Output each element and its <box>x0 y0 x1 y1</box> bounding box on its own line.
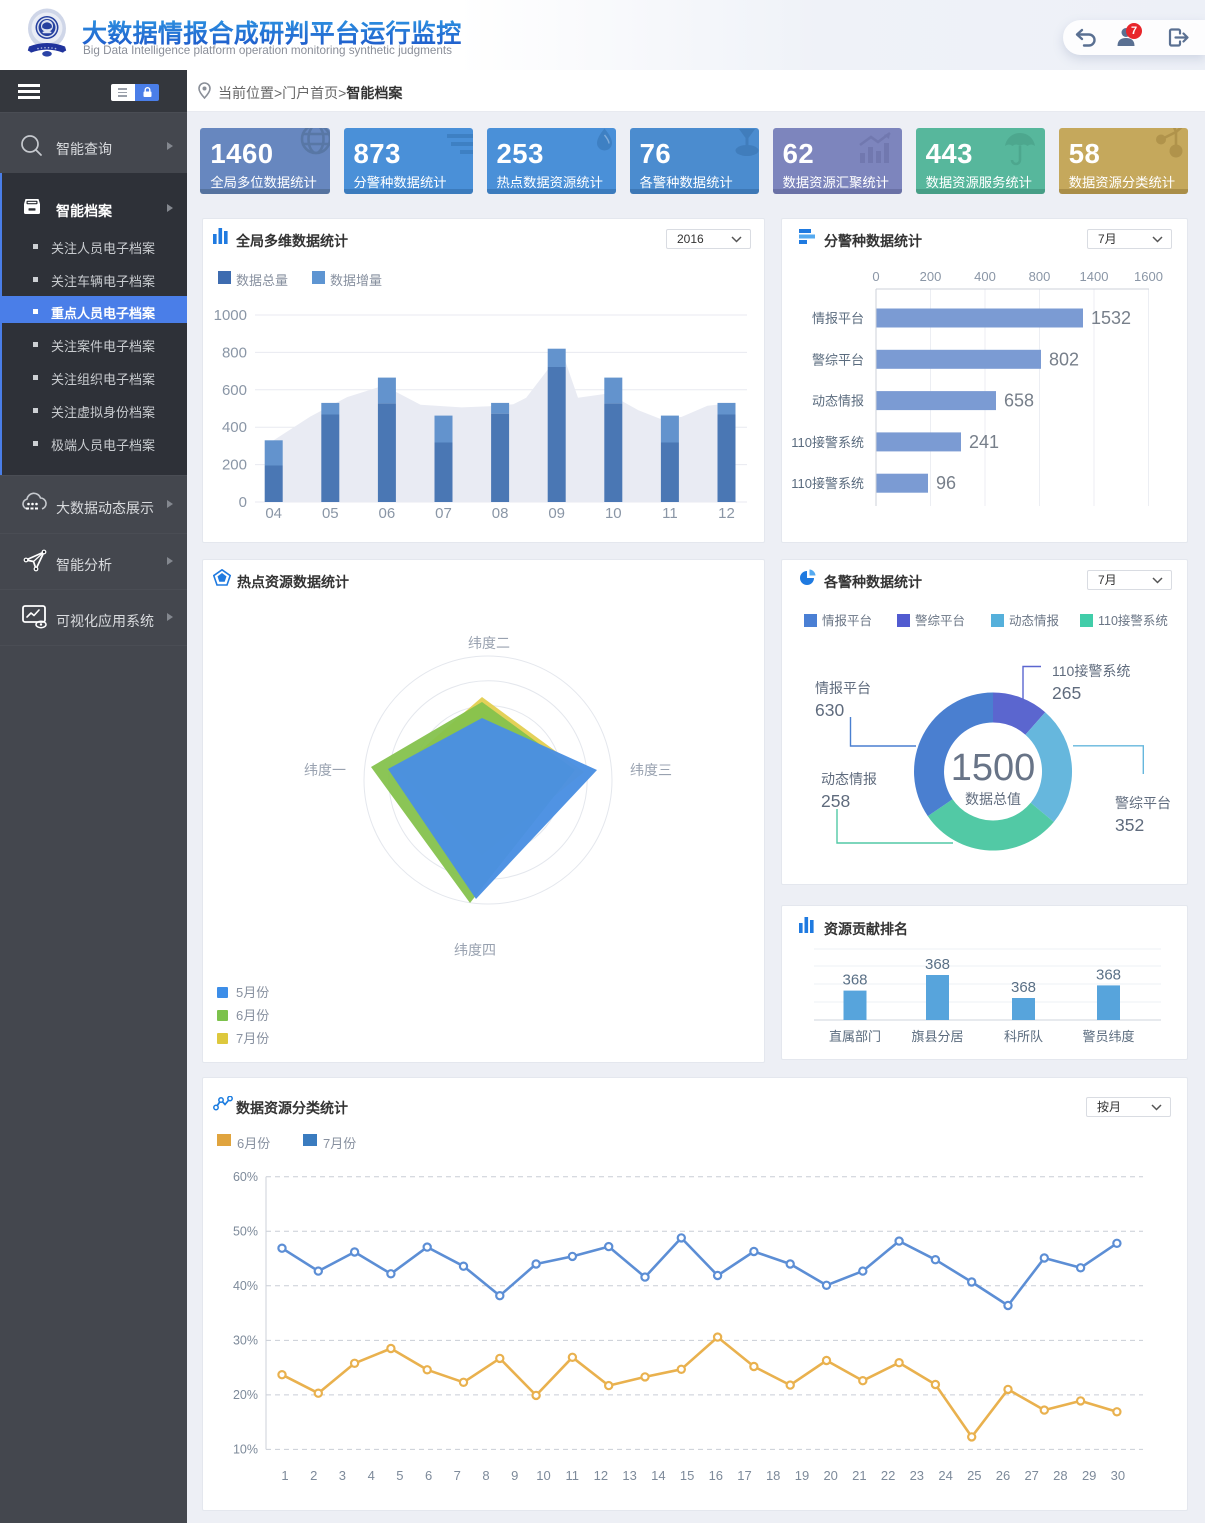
svg-text:28: 28 <box>1053 1468 1067 1483</box>
svg-text:258: 258 <box>821 791 850 811</box>
svg-text:110接警系统: 110接警系统 <box>791 435 864 450</box>
svg-text:30: 30 <box>1111 1468 1125 1483</box>
svg-text:科所队: 科所队 <box>1004 1029 1043 1044</box>
svg-text:12: 12 <box>718 505 735 522</box>
svg-text:40%: 40% <box>233 1279 258 1293</box>
svg-text:10: 10 <box>536 1468 550 1483</box>
svg-text:26: 26 <box>996 1468 1010 1483</box>
svg-text:600: 600 <box>222 382 247 399</box>
svg-text:24: 24 <box>938 1468 952 1483</box>
svg-text:241: 241 <box>969 432 999 452</box>
svg-text:368: 368 <box>842 972 867 989</box>
svg-text:直属部门: 直属部门 <box>829 1029 881 1044</box>
svg-text:14: 14 <box>651 1468 665 1483</box>
svg-text:200: 200 <box>222 457 247 474</box>
svg-text:2: 2 <box>310 1468 317 1483</box>
svg-text:情报平台: 情报平台 <box>812 311 864 326</box>
svg-text:368: 368 <box>925 956 950 973</box>
svg-text:110接警系统: 110接警系统 <box>791 476 864 491</box>
svg-text:60%: 60% <box>233 1170 258 1184</box>
svg-text:30%: 30% <box>233 1333 258 1347</box>
svg-text:0: 0 <box>239 494 247 511</box>
svg-text:05: 05 <box>322 505 339 522</box>
svg-text:13: 13 <box>622 1468 636 1483</box>
svg-text:29: 29 <box>1082 1468 1096 1483</box>
svg-text:7月份: 7月份 <box>236 1031 269 1046</box>
svg-text:04: 04 <box>265 505 282 522</box>
svg-text:警综平台: 警综平台 <box>1115 795 1171 811</box>
svg-text:情报平台: 情报平台 <box>815 680 871 696</box>
svg-text:22: 22 <box>881 1468 895 1483</box>
svg-text:200: 200 <box>920 269 942 284</box>
svg-text:265: 265 <box>1052 683 1081 703</box>
svg-text:10%: 10% <box>233 1442 258 1456</box>
svg-text:06: 06 <box>379 505 396 522</box>
svg-text:1: 1 <box>281 1468 288 1483</box>
svg-text:20: 20 <box>823 1468 837 1483</box>
svg-text:旗县分居: 旗县分居 <box>911 1029 963 1044</box>
svg-text:400: 400 <box>222 419 247 436</box>
svg-text:3: 3 <box>339 1468 346 1483</box>
svg-text:情报平台: 情报平台 <box>822 613 872 628</box>
svg-text:50%: 50% <box>233 1224 258 1238</box>
svg-text:1600: 1600 <box>1134 269 1163 284</box>
svg-text:9: 9 <box>511 1468 518 1483</box>
svg-text:800: 800 <box>1029 269 1051 284</box>
svg-text:25: 25 <box>967 1468 981 1483</box>
svg-text:纬度二: 纬度二 <box>468 635 510 651</box>
svg-text:10: 10 <box>605 505 622 522</box>
svg-text:12: 12 <box>594 1468 608 1483</box>
svg-text:18: 18 <box>766 1468 780 1483</box>
svg-text:19: 19 <box>795 1468 809 1483</box>
svg-text:8: 8 <box>482 1468 489 1483</box>
svg-text:7: 7 <box>454 1468 461 1483</box>
svg-text:6月份: 6月份 <box>236 1008 269 1023</box>
svg-text:动态情报: 动态情报 <box>821 771 877 787</box>
svg-text:23: 23 <box>910 1468 924 1483</box>
svg-text:802: 802 <box>1049 349 1079 369</box>
svg-text:11: 11 <box>662 505 678 522</box>
svg-text:15: 15 <box>680 1468 694 1483</box>
svg-text:800: 800 <box>222 344 247 361</box>
svg-text:368: 368 <box>1011 979 1036 996</box>
svg-text:21: 21 <box>852 1468 866 1483</box>
svg-text:5月份: 5月份 <box>236 985 269 1000</box>
svg-text:警员纬度: 警员纬度 <box>1082 1029 1134 1044</box>
svg-text:数据总值: 数据总值 <box>965 791 1021 807</box>
svg-text:动态情报: 动态情报 <box>812 394 864 409</box>
svg-text:400: 400 <box>974 269 996 284</box>
svg-text:纬度一: 纬度一 <box>304 762 346 778</box>
svg-text:5: 5 <box>396 1468 403 1483</box>
svg-text:警综平台: 警综平台 <box>915 613 965 628</box>
svg-text:368: 368 <box>1096 966 1121 983</box>
svg-text:20%: 20% <box>233 1388 258 1402</box>
svg-text:6: 6 <box>425 1468 432 1483</box>
svg-text:11: 11 <box>565 1468 579 1483</box>
svg-text:0: 0 <box>872 269 879 284</box>
svg-text:1500: 1500 <box>951 747 1036 789</box>
svg-text:1000: 1000 <box>214 307 247 324</box>
svg-text:警综平台: 警综平台 <box>812 352 864 367</box>
svg-text:纬度三: 纬度三 <box>630 762 672 778</box>
svg-text:110接警系统: 110接警系统 <box>1098 613 1168 628</box>
svg-text:16: 16 <box>709 1468 723 1483</box>
svg-text:27: 27 <box>1024 1468 1038 1483</box>
svg-text:110接警系统: 110接警系统 <box>1052 663 1130 679</box>
svg-text:1532: 1532 <box>1091 308 1131 328</box>
svg-text:630: 630 <box>815 700 844 720</box>
svg-text:08: 08 <box>492 505 509 522</box>
svg-text:4: 4 <box>368 1468 375 1483</box>
svg-text:纬度四: 纬度四 <box>454 942 496 958</box>
svg-text:动态情报: 动态情报 <box>1009 613 1060 628</box>
svg-text:09: 09 <box>548 505 565 522</box>
svg-text:352: 352 <box>1115 815 1144 835</box>
svg-text:17: 17 <box>737 1468 751 1483</box>
svg-text:1400: 1400 <box>1080 269 1109 284</box>
svg-text:07: 07 <box>435 505 452 522</box>
svg-text:96: 96 <box>936 473 956 493</box>
svg-text:658: 658 <box>1004 391 1034 411</box>
